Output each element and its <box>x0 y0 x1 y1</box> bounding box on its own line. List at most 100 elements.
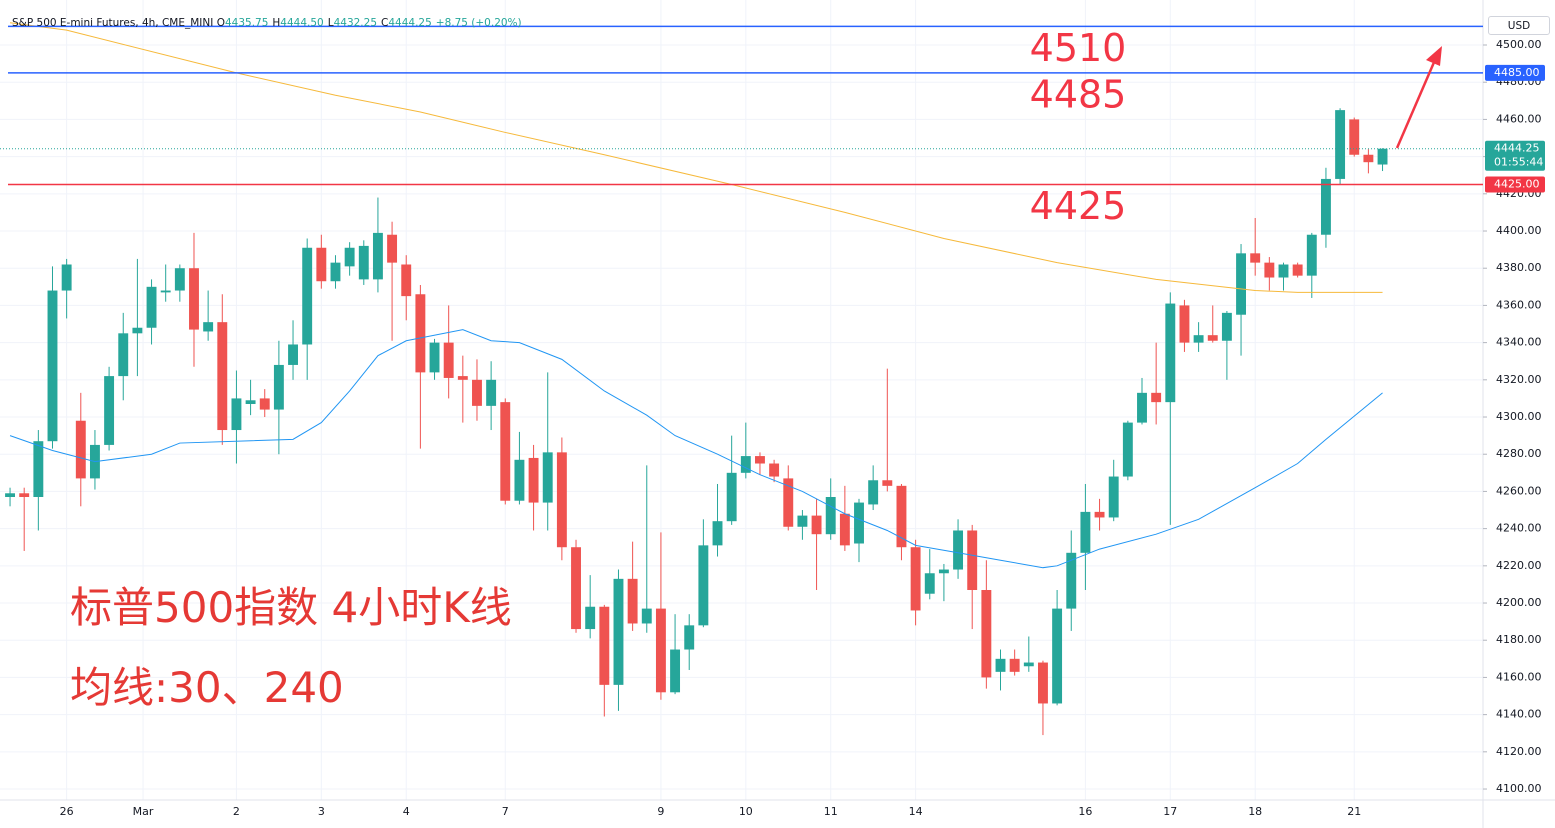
x-tick-label: 16 <box>1078 805 1092 818</box>
ohlc-value: 4432.25 <box>333 17 377 29</box>
candle-body <box>1038 662 1048 704</box>
candle-body <box>910 547 921 611</box>
ohlc-label: H <box>272 17 281 29</box>
candle-body <box>726 472 737 522</box>
ohlc-value: 4444.50 <box>280 17 324 29</box>
chart-subtitle: 均线:30、240 <box>70 663 344 712</box>
candle-body <box>316 247 327 282</box>
y-tick-label: 4120.00 <box>1496 745 1542 758</box>
candle-body <box>1264 262 1275 278</box>
ohlc-label: O <box>216 17 225 29</box>
candle-body <box>1221 312 1232 341</box>
candle-body <box>118 333 129 377</box>
y-tick-label: 4220.00 <box>1496 559 1542 572</box>
x-tick-label: 18 <box>1248 805 1262 818</box>
candle-body <box>443 342 454 378</box>
candle-body <box>1377 148 1388 165</box>
annotation-block: 标普500指数 4小时K线 均线:30、240 <box>70 568 512 728</box>
candle-body <box>811 515 822 535</box>
candle-body <box>217 322 228 431</box>
candle-body <box>273 364 284 410</box>
candle-body <box>160 290 171 293</box>
x-tick-label: 10 <box>739 805 753 818</box>
candle-body <box>1023 662 1034 667</box>
y-tick-label: 4500.00 <box>1496 38 1542 51</box>
candle-body <box>542 452 553 503</box>
x-tick-label: 11 <box>824 805 838 818</box>
candle-body <box>1306 234 1317 276</box>
candle-body <box>5 493 15 498</box>
countdown-label: 01:55:44 <box>1494 156 1543 169</box>
y-tick-label: 4260.00 <box>1496 484 1542 497</box>
candle-body <box>500 402 511 501</box>
x-tick-label: 3 <box>318 805 325 818</box>
x-tick-label: 9 <box>657 805 664 818</box>
candle-body <box>839 513 850 546</box>
x-tick-label: 21 <box>1347 805 1361 818</box>
candle-body <box>670 649 681 693</box>
candle-body <box>33 441 44 498</box>
candle-body <box>641 608 652 624</box>
candle-body <box>896 485 907 548</box>
level-annotation: 4510 <box>1030 26 1127 70</box>
arrow-shaft <box>1395 59 1437 149</box>
arrow-head <box>1426 46 1442 66</box>
candle-body <box>358 245 369 280</box>
candle-body <box>684 625 695 650</box>
candle-body <box>486 379 497 406</box>
candle-body <box>1349 119 1360 155</box>
candle-body <box>854 502 864 544</box>
level-annotation: 4485 <box>1030 72 1127 116</box>
candle-body <box>1080 511 1091 553</box>
candle-body <box>769 463 780 477</box>
candle-body <box>189 268 199 330</box>
y-tick-label: 4180.00 <box>1496 633 1542 646</box>
candle-body <box>882 480 893 486</box>
x-tick-label: 14 <box>909 805 923 818</box>
candle-body <box>401 264 412 297</box>
candle-body <box>1137 392 1147 423</box>
x-tick-label: 7 <box>502 805 509 818</box>
candle-body <box>132 327 143 334</box>
y-tick-label: 4200.00 <box>1496 596 1542 609</box>
candle-body <box>528 457 539 503</box>
candle-body <box>415 294 426 373</box>
last-price-box <box>1485 140 1545 171</box>
candle-body <box>75 420 86 479</box>
ohlc-value: 4435.75 <box>224 17 269 29</box>
candle-body <box>698 545 709 626</box>
x-tick-label: 4 <box>403 805 410 818</box>
level-price-box <box>1485 176 1545 193</box>
level-price-label: 4425.00 <box>1494 178 1540 191</box>
candle-body <box>19 493 30 498</box>
candle-body <box>613 578 624 685</box>
ohlc-label: L <box>327 17 334 29</box>
x-tick-label: 2 <box>233 805 240 818</box>
candle-body <box>387 234 398 263</box>
y-tick-label: 4300.00 <box>1496 410 1542 423</box>
y-tick-label: 4280.00 <box>1496 447 1542 460</box>
moving-average <box>9 329 1383 569</box>
candle-body <box>1193 335 1204 343</box>
candle-body <box>1207 335 1218 341</box>
level-price-label: 4485.00 <box>1494 66 1540 79</box>
candle-body <box>995 658 1006 672</box>
candle-body <box>740 456 751 473</box>
x-tick-label: Mar <box>133 805 154 818</box>
candle-body <box>825 497 836 535</box>
candle-body <box>627 578 638 624</box>
y-tick-label: 4340.00 <box>1496 336 1542 349</box>
x-tick-label: 26 <box>60 805 74 818</box>
candle-body <box>1278 264 1289 278</box>
candle-body <box>1236 253 1246 315</box>
candle-body <box>1320 178 1331 235</box>
candle-body <box>330 262 341 282</box>
candle-body <box>712 521 723 546</box>
y-tick-label: 4140.00 <box>1496 708 1542 721</box>
candle-body <box>146 286 157 328</box>
candle-body <box>203 322 214 332</box>
candle-body <box>104 376 115 445</box>
candle-body <box>797 515 808 527</box>
currency-button[interactable]: USD <box>1488 16 1550 35</box>
